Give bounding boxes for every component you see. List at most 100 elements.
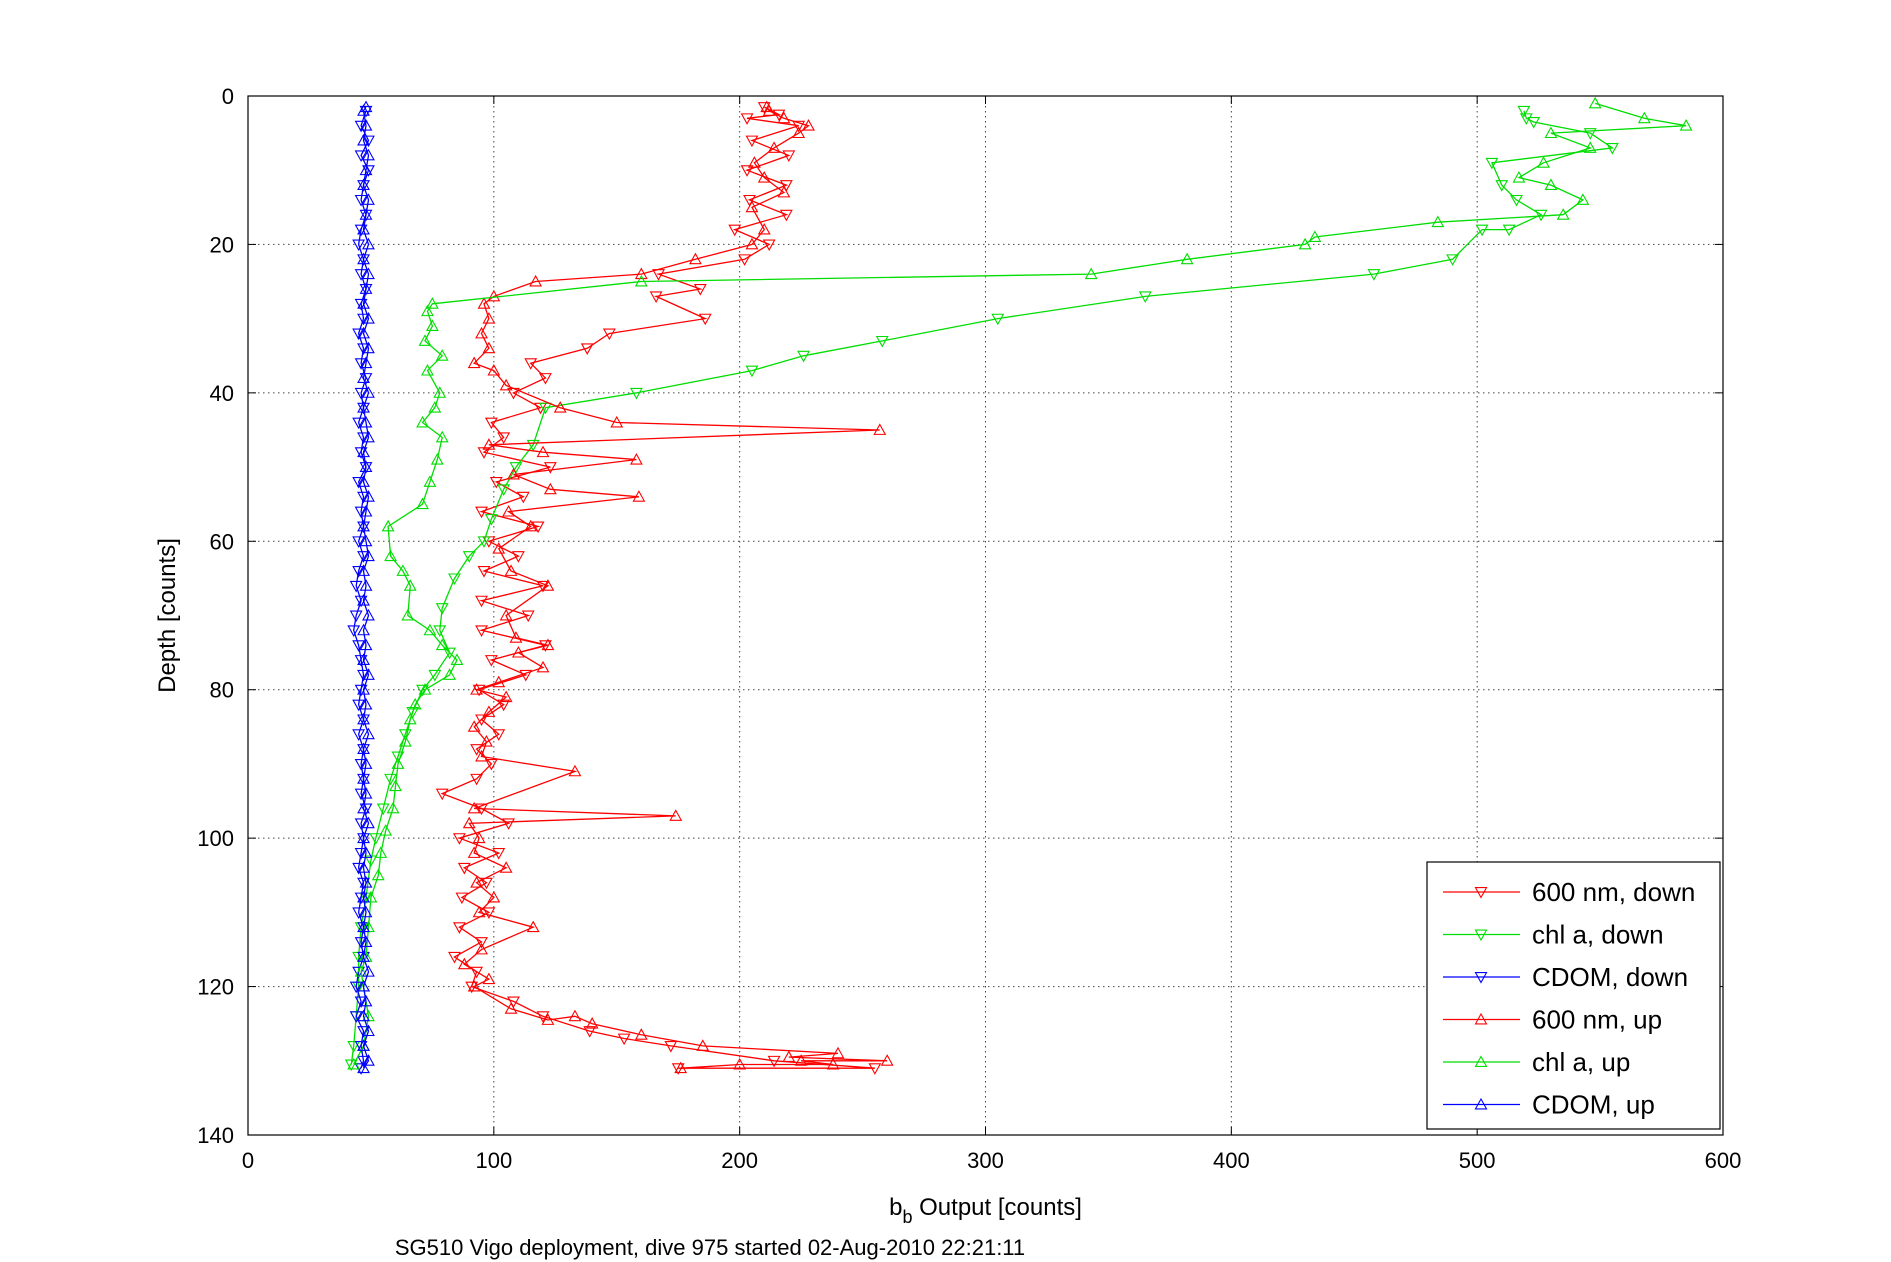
data-point [357,1039,370,1051]
series-5 [357,100,375,1074]
data-point [541,579,555,591]
data-point [539,402,552,415]
x-axis-label-main: b [889,1194,902,1221]
legend: 600 nm, down chl a, down CDOM, down 600 nm,… [1426,861,1721,1130]
data-point [482,312,496,324]
data-point [403,712,417,725]
data-point [1502,224,1516,237]
legend-marker [1474,1055,1488,1067]
data-point [362,430,375,443]
x-axis-label: bb Output [counts] [889,1194,1082,1227]
data-point [610,415,624,428]
data-point [359,579,373,591]
data-point [1446,254,1460,266]
data-point [568,1009,582,1022]
data-point [359,846,373,858]
data-point [475,937,488,949]
data-point [482,907,496,919]
data-point [352,536,366,548]
series-line [350,110,1615,1065]
data-point [362,816,375,829]
data-point [492,675,506,688]
series-line [463,106,888,1069]
data-point [398,735,412,747]
data-point [357,445,370,458]
data-point [362,965,375,977]
data-point [1556,208,1570,220]
data-point [349,580,363,593]
data-point [401,608,415,621]
series-line [362,106,370,1069]
data-point [357,1055,370,1068]
data-point [357,801,370,814]
y-tick-label: 120 [197,975,234,1000]
data-point [541,1013,555,1025]
data-point [602,328,616,341]
legend-label: CDOM, up [1532,1090,1655,1120]
x-tick-label: 300 [967,1148,1004,1173]
data-point [499,608,513,621]
data-point [1431,215,1445,228]
data-point [357,831,370,844]
data-point [1512,171,1526,183]
data-point [1544,178,1558,191]
data-point [357,222,370,235]
data-point [406,707,420,719]
series-0 [435,102,882,1075]
data-point [489,476,503,489]
data-point [1308,230,1322,242]
data-point [499,690,513,703]
data-point [354,387,368,400]
data-point [539,640,552,652]
data-point [357,669,370,682]
legend-label: 600 nm, down [1532,877,1695,907]
legend-label: chl a, up [1532,1047,1630,1077]
data-point [1544,126,1558,139]
data-point [826,1057,840,1070]
y-axis-label: Depth [counts] [154,538,181,693]
data-point [487,363,501,376]
legend-marker [1474,929,1488,942]
data-point [423,475,437,487]
data-point [484,514,498,526]
data-point [362,312,375,324]
data-point [354,358,368,370]
data-point [357,326,370,339]
data-point [357,861,370,873]
data-point [443,668,457,680]
data-point [875,335,889,348]
y-tick-label: 40 [210,381,234,406]
data-point [448,951,461,964]
data-point [354,194,368,207]
data-point [435,788,449,801]
data-point [794,1054,808,1066]
data-point [354,848,368,860]
data-point [357,401,370,413]
data-point [792,126,806,139]
data-point [357,1009,370,1022]
data-point [674,1061,688,1074]
data-point [359,534,373,547]
data-point [1537,156,1550,168]
data-point [472,905,486,918]
data-point [511,551,525,563]
data-point [1180,252,1194,265]
data-point [1084,267,1098,280]
data-point [669,809,683,821]
data-point [1510,194,1523,207]
data-point [477,297,491,309]
y-tick-label: 60 [210,529,234,554]
data-point [354,758,368,771]
plot-area [344,96,1693,1075]
data-point [585,1017,599,1029]
data-point [745,135,759,148]
data-point [467,979,481,992]
data-point [777,111,791,124]
data-point [779,209,793,222]
data-point [359,935,373,947]
data-point [531,521,545,534]
data-point [470,683,484,695]
y-tick-label: 20 [210,232,234,257]
data-point [354,937,368,949]
data-point [428,669,442,682]
